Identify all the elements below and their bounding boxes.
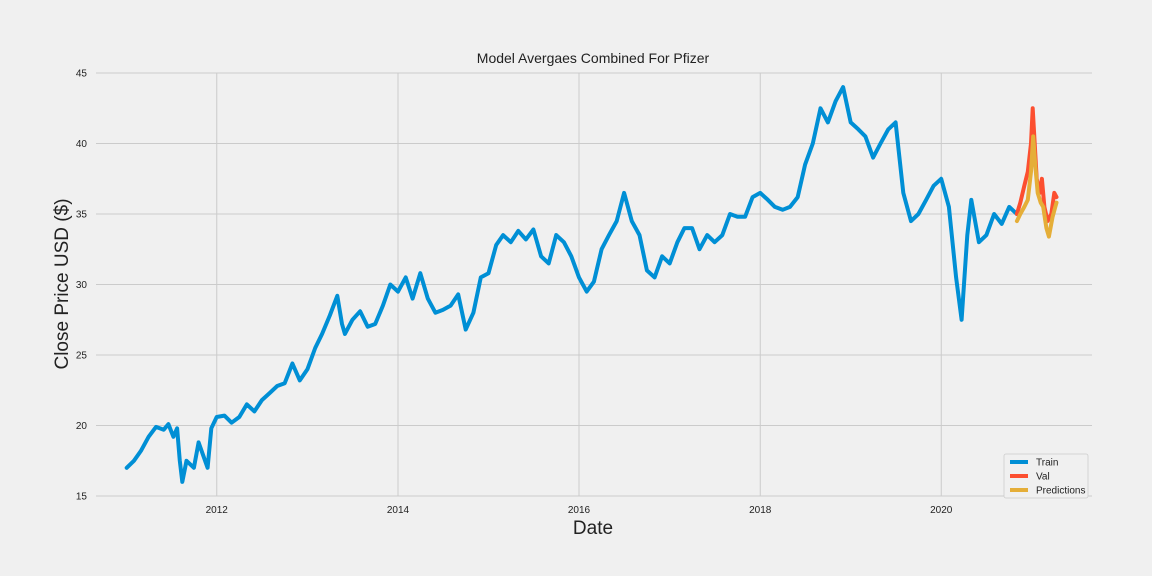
x-tick-label: 2014 xyxy=(387,505,410,516)
y-axis-label: Close Price USD ($) xyxy=(52,198,73,369)
chart-title: Model Avergaes Combined For Pfizer xyxy=(477,50,710,66)
legend-label-train: Train xyxy=(1036,458,1058,469)
x-tick-labels: 2012 2014 2016 2018 2020 xyxy=(206,505,953,516)
x-tick-label: 2016 xyxy=(568,505,591,516)
y-tick-label: 35 xyxy=(76,210,88,221)
x-tick-label: 2020 xyxy=(930,505,953,516)
y-tick-label: 15 xyxy=(76,492,88,503)
y-tick-label: 20 xyxy=(76,421,88,432)
y-tick-label: 45 xyxy=(76,69,88,80)
x-tick-label: 2018 xyxy=(749,505,772,516)
y-tick-label: 30 xyxy=(76,280,88,291)
series-line-predictions xyxy=(1014,134,1059,239)
y-tick-labels: 15 20 25 30 35 40 45 xyxy=(76,69,88,503)
grid xyxy=(96,72,1092,497)
legend-frame xyxy=(1003,453,1089,499)
legend-label-predictions: Predictions xyxy=(1036,486,1085,497)
series-line-train xyxy=(124,85,1019,484)
y-tick-label: 40 xyxy=(76,139,88,150)
x-axis-label: Date xyxy=(573,518,613,539)
legend-label-val: Val xyxy=(1036,472,1050,483)
series-layer xyxy=(124,85,1059,484)
legend: Train Val Predictions xyxy=(1003,453,1089,499)
y-tick-label: 25 xyxy=(76,351,88,362)
x-tick-label: 2012 xyxy=(206,505,229,516)
